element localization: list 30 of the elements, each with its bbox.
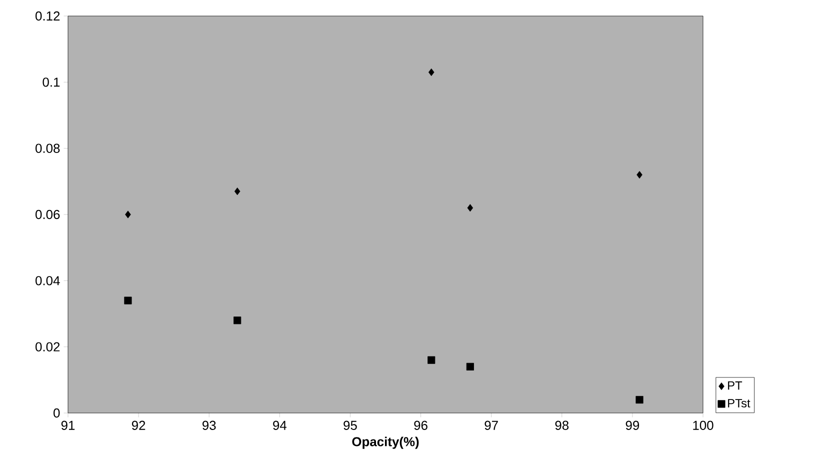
y-tick-label: 0.02 (36, 342, 60, 352)
x-axis-title: Opacity(%) (352, 436, 419, 449)
point (124, 296, 132, 304)
x-tick-label: 91 (61, 420, 75, 430)
y-tick-label: 0.12 (36, 11, 60, 21)
x-tick-label: 95 (344, 420, 357, 430)
point (234, 188, 240, 196)
point (636, 396, 644, 404)
point (467, 204, 474, 212)
x-tick-label: 99 (626, 420, 640, 430)
point (428, 356, 436, 364)
point (466, 362, 474, 370)
y-tick-label: 0.1 (42, 78, 60, 87)
x-tick-label: 96 (414, 420, 428, 430)
x-tick-label: 92 (132, 420, 146, 430)
y-tick-label: 0 (54, 408, 60, 418)
legend-label: PTst (728, 399, 750, 408)
y-tick-label: 0.06 (36, 210, 60, 220)
x-tick-label: 93 (202, 420, 216, 430)
point (636, 171, 642, 179)
x-tick-label: 98 (555, 420, 569, 430)
x-tick-label: 97 (484, 420, 498, 430)
x-tick-label: 94 (273, 420, 286, 430)
point (125, 210, 131, 218)
x-tick-label: 100 (693, 420, 714, 430)
legend-label: PT (728, 381, 742, 390)
point (428, 68, 434, 76)
y-tick-label: 0.08 (36, 144, 60, 153)
point (234, 316, 242, 324)
y-tick-label: 0.04 (36, 276, 60, 286)
